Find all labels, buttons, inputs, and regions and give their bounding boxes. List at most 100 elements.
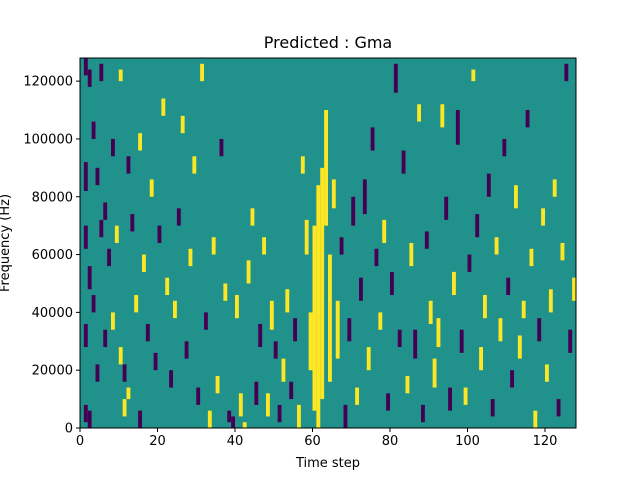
- heatmap-cell: [285, 289, 290, 313]
- heatmap-cell: [83, 162, 88, 191]
- y-tick-label: 80000: [32, 190, 73, 205]
- heatmap-cell: [231, 416, 236, 428]
- heatmap-cell: [417, 104, 422, 122]
- heatmap-cell: [204, 312, 208, 330]
- heatmap-cell: [374, 248, 379, 267]
- heatmap-cell: [510, 370, 515, 388]
- heatmap-cell: [145, 323, 150, 342]
- heatmap-cell: [126, 156, 131, 174]
- heatmap-cell: [366, 347, 371, 371]
- heatmap-cell: [312, 225, 317, 411]
- heatmap-cell: [548, 289, 553, 313]
- heatmap-cell: [529, 248, 534, 267]
- x-tick-label: 40: [227, 434, 244, 449]
- x-tick-label: 120: [533, 434, 558, 449]
- x-tick-label: 0: [76, 434, 84, 449]
- heatmap-cell: [91, 295, 96, 313]
- heatmap-cell: [176, 208, 181, 226]
- heatmap-cell: [142, 254, 146, 272]
- heatmap-cell: [273, 341, 278, 359]
- heatmap-cell: [95, 364, 100, 382]
- heatmap-cell: [455, 110, 460, 145]
- y-tick-label: 20000: [32, 364, 73, 379]
- x-tick-label: 60: [304, 434, 321, 449]
- heatmap-cell: [328, 254, 332, 382]
- heatmap-cell: [502, 138, 507, 157]
- heatmap-cell: [99, 63, 104, 82]
- heatmap-cell: [83, 58, 88, 76]
- heatmap-cell: [250, 208, 255, 226]
- heatmap-cell: [138, 410, 143, 428]
- heatmap-cell: [219, 138, 224, 157]
- heatmap-cell: [211, 237, 216, 255]
- heatmap-cell: [293, 318, 298, 342]
- heatmap-cell: [556, 399, 561, 417]
- y-tick-label: 100000: [23, 132, 73, 147]
- heatmap-cell: [161, 98, 166, 116]
- heatmap-cell: [386, 393, 391, 411]
- heatmap-cell: [370, 127, 375, 151]
- x-axis-ticks: 0 20 40 60 80 100 120: [76, 428, 558, 449]
- chart-title: Predicted : Gma: [264, 33, 392, 52]
- heatmap-cell: [490, 399, 495, 417]
- heatmap-cell: [545, 364, 549, 382]
- heatmap-cell: [494, 237, 499, 255]
- heatmap-cell: [452, 271, 456, 296]
- heatmap-cell: [122, 399, 127, 417]
- heatmap-cell: [138, 133, 143, 151]
- heatmap-cell: [316, 185, 321, 428]
- y-tick-label: 120000: [23, 75, 73, 90]
- heatmap-cell: [149, 179, 154, 197]
- heatmap-cell: [537, 318, 542, 342]
- heatmap-cell: [242, 422, 247, 428]
- heatmap-cell: [262, 237, 267, 255]
- x-tick-label: 20: [149, 434, 166, 449]
- heatmap-cell: [192, 156, 197, 174]
- heatmap-cell: [95, 167, 100, 186]
- y-tick-label: 60000: [32, 248, 73, 263]
- heatmap-cell: [347, 318, 352, 342]
- heatmap-cell: [111, 138, 115, 157]
- heatmap-cell: [83, 225, 88, 249]
- heatmap-cell: [300, 156, 305, 174]
- heatmap-cell: [413, 329, 418, 359]
- heatmap-cell: [444, 196, 449, 220]
- heatmap-cell: [471, 69, 476, 82]
- heatmap-cell: [459, 329, 464, 353]
- heatmap-cell: [525, 110, 530, 128]
- heatmap-cell: [343, 404, 348, 429]
- heatmap-cell: [448, 387, 453, 411]
- heatmap-cell: [335, 300, 340, 359]
- heatmap-cell: [560, 243, 565, 261]
- heatmap-cell: [169, 370, 174, 388]
- heatmap-cell: [409, 243, 414, 267]
- heatmap-cell: [118, 347, 123, 365]
- y-axis-ticks: 0 20000 40000 60000 80000 100000 120000: [23, 75, 80, 437]
- heatmap-cell: [564, 63, 569, 82]
- x-axis-label: Time step: [295, 456, 360, 471]
- heatmap-cell: [87, 69, 92, 87]
- heatmap-cell: [215, 375, 220, 394]
- heatmap-cell: [180, 115, 185, 134]
- heatmap-cell: [390, 271, 394, 296]
- heatmap-cell: [235, 295, 239, 319]
- heatmap-cell: [207, 410, 212, 428]
- heatmap-cell: [382, 219, 387, 244]
- heatmap-cell: [114, 225, 119, 243]
- heatmap-cell: [87, 266, 92, 290]
- heatmap-cell: [223, 283, 228, 301]
- heatmap-cell: [351, 196, 356, 226]
- heatmap-cell: [362, 179, 367, 215]
- heatmap-cell: [552, 179, 557, 197]
- heatmap-cell: [393, 63, 398, 93]
- heatmap-cell: [331, 179, 336, 209]
- heatmap-cell: [324, 110, 329, 226]
- heatmap-cell: [405, 375, 410, 394]
- y-axis-label: Frequency (Hz): [0, 194, 13, 292]
- heatmap-cell: [188, 248, 193, 267]
- heatmap-cell: [401, 150, 406, 174]
- heatmap-cell: [258, 323, 263, 348]
- plot-frame: [79, 57, 577, 429]
- heatmap-cell: [533, 410, 538, 428]
